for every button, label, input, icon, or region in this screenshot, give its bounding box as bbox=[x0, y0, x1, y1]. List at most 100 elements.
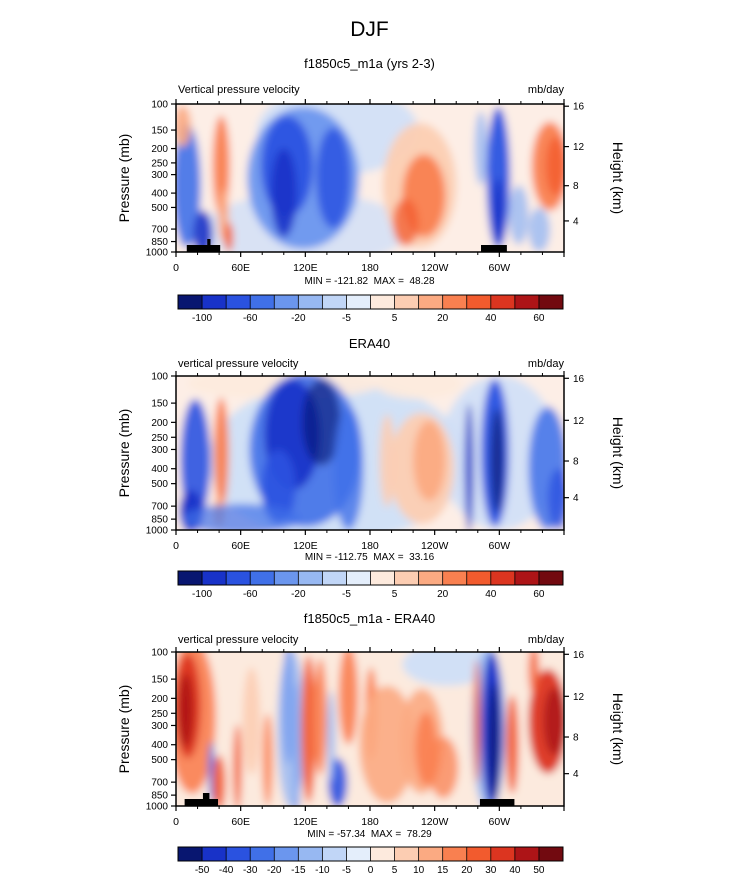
field-blob bbox=[302, 379, 341, 466]
colorbar-tick-label: -5 bbox=[342, 865, 351, 876]
height-tick-label: 8 bbox=[573, 457, 579, 468]
field-blob bbox=[233, 724, 242, 806]
pressure-tick-label: 700 bbox=[151, 502, 168, 513]
field-blob bbox=[333, 406, 364, 530]
colorbar-segment bbox=[322, 847, 347, 861]
colorbar: -50 -40 -30 -20 -15 -10 -5 0 5 10 15 20 30 40 50 bbox=[177, 846, 564, 876]
colorbar-tick-label: 0 bbox=[368, 865, 374, 876]
pressure-tick-label: 400 bbox=[151, 189, 168, 200]
colorbar-segment bbox=[202, 295, 227, 309]
colorbar-tick-label: 50 bbox=[533, 865, 545, 876]
field-blob bbox=[490, 408, 504, 514]
colorbar-tick-label: 20 bbox=[461, 865, 473, 876]
field-blob bbox=[270, 148, 297, 238]
colorbar-segment bbox=[250, 847, 275, 861]
height-tick-label: 8 bbox=[573, 733, 579, 744]
field-blob bbox=[505, 695, 519, 794]
height-tick-label: 16 bbox=[573, 650, 585, 661]
field-blob bbox=[528, 652, 540, 696]
lon-tick-label: 180 bbox=[361, 540, 379, 552]
colorbar-tick-label: -20 bbox=[291, 589, 306, 600]
panel-3: 0 60E 120E 180 120W 60W1001502002503004005007… bbox=[146, 647, 585, 876]
colorbar-tick-label: -20 bbox=[291, 313, 306, 324]
colorbar-segment bbox=[346, 847, 371, 861]
colorbar-tick-label: 20 bbox=[437, 589, 449, 600]
field-blob bbox=[547, 468, 564, 530]
colorbar-segment bbox=[514, 847, 539, 861]
pressure-tick-label: 250 bbox=[151, 709, 168, 720]
colorbar-tick-label: 60 bbox=[533, 313, 545, 324]
colorbar-tick-label: 40 bbox=[485, 313, 497, 324]
lon-tick-label: 60E bbox=[231, 816, 250, 828]
pressure-tick-label: 1000 bbox=[146, 526, 169, 537]
lon-tick-label: 180 bbox=[361, 262, 379, 274]
colorbar-tick-label: -30 bbox=[243, 865, 258, 876]
panel2-pressure-axis-title: Pressure (mb) bbox=[116, 408, 132, 498]
field-blob bbox=[224, 222, 234, 252]
height-tick-label: 8 bbox=[573, 181, 579, 192]
pressure-tick-label: 1000 bbox=[146, 802, 169, 813]
field-blob bbox=[242, 667, 261, 776]
pressure-tick-label: 150 bbox=[151, 675, 168, 686]
panel1-pressure-axis-title: Pressure (mb) bbox=[116, 133, 132, 223]
colorbar-segment bbox=[418, 847, 443, 861]
colorbar-segment bbox=[490, 847, 515, 861]
colorbar-tick-label: 30 bbox=[485, 865, 497, 876]
field-blob bbox=[359, 685, 416, 803]
colorbar-segment bbox=[538, 295, 563, 309]
colorbar-tick-label: -50 bbox=[195, 865, 210, 876]
contour-plot bbox=[176, 376, 564, 530]
colorbar-tick-label: -5 bbox=[342, 589, 351, 600]
pressure-tick-label: 100 bbox=[151, 648, 168, 659]
panel1-height-axis-title: Height (km) bbox=[610, 141, 626, 215]
contour-field bbox=[176, 104, 564, 252]
colorbar-segment bbox=[370, 295, 395, 309]
colorbar-tick-label: -60 bbox=[243, 313, 258, 324]
height-tick-label: 4 bbox=[573, 769, 579, 780]
colorbar-segment bbox=[490, 295, 515, 309]
colorbar-segment bbox=[394, 571, 419, 585]
colorbar-segment bbox=[322, 295, 347, 309]
field-blob bbox=[392, 198, 419, 247]
colorbar-segment bbox=[298, 847, 323, 861]
colorbar-tick-label: 60 bbox=[533, 589, 545, 600]
panel3-pressure-axis-title: Pressure (mb) bbox=[116, 684, 132, 774]
pressure-tick-label: 700 bbox=[151, 778, 168, 789]
pressure-tick-label: 700 bbox=[151, 225, 168, 236]
pressure-tick-label: 200 bbox=[151, 694, 168, 705]
pressure-tick-label: 400 bbox=[151, 464, 168, 475]
colorbar-tick-label: 5 bbox=[392, 589, 398, 600]
field-blob bbox=[428, 736, 459, 799]
lon-tick-label: 0 bbox=[173, 540, 179, 552]
pressure-tick-label: 850 bbox=[151, 791, 168, 802]
field-blob bbox=[338, 652, 359, 745]
colorbar-tick-label: 15 bbox=[437, 865, 449, 876]
field-blob bbox=[316, 127, 351, 229]
field-blob bbox=[176, 105, 192, 147]
height-tick-label: 16 bbox=[573, 374, 585, 385]
pressure-tick-label: 850 bbox=[151, 237, 168, 248]
field-blob bbox=[543, 687, 564, 756]
field-blob bbox=[464, 403, 474, 530]
colorbar-segment bbox=[202, 847, 227, 861]
field-blob bbox=[181, 503, 300, 530]
lon-tick-label: 60W bbox=[489, 816, 511, 828]
lon-tick-label: 120E bbox=[293, 540, 318, 552]
colorbar-segment bbox=[442, 571, 467, 585]
colorbar-tick-label: -15 bbox=[291, 865, 306, 876]
colorbar-segment bbox=[466, 295, 491, 309]
pressure-tick-label: 150 bbox=[151, 399, 168, 410]
topography-bar bbox=[207, 239, 211, 252]
colorbar-segment bbox=[466, 571, 491, 585]
lon-tick-label: 120E bbox=[293, 262, 318, 274]
contour-field bbox=[176, 652, 564, 806]
field-blob bbox=[313, 658, 327, 776]
colorbar-segment bbox=[370, 847, 395, 861]
field-blob bbox=[262, 713, 273, 806]
field-blob bbox=[402, 652, 493, 686]
colorbar-segment bbox=[178, 847, 203, 861]
field-blob bbox=[509, 185, 529, 245]
contour-plot bbox=[176, 104, 564, 252]
pressure-tick-label: 250 bbox=[151, 158, 168, 169]
